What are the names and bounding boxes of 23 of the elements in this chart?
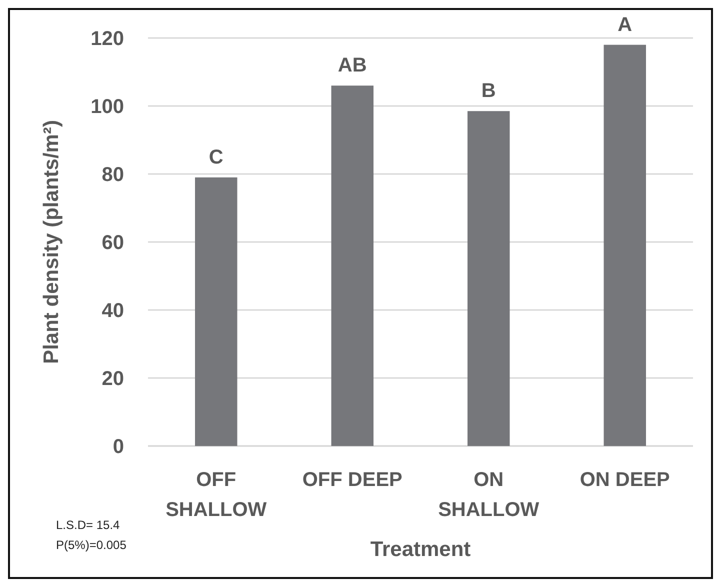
y-tick-label: 80 [102, 164, 124, 186]
y-tick-label: 0 [112, 436, 124, 458]
annotation: B [481, 80, 496, 102]
text: L.S.D= 15.4 [56, 518, 120, 532]
y-tick-label: 60 [102, 232, 124, 254]
x-tick-label: ON SHALLOW [438, 469, 540, 521]
y-tick-label: 100 [90, 96, 124, 118]
x-tick-label: OFF DEEP [302, 469, 402, 491]
y-axis-title: Plant density (plants/m²) [40, 120, 63, 364]
bar [195, 177, 238, 446]
annotation: C [208, 146, 224, 168]
bar [468, 111, 510, 446]
bar [604, 44, 646, 446]
text: P(5%)=0.005 [56, 538, 127, 552]
annotation: A [618, 14, 632, 36]
annotation: AB [338, 54, 367, 77]
x-tick-label: ON DEEP [580, 469, 670, 491]
y-tick-label: 20 [102, 368, 124, 390]
x-tick-label: OFF SHALLOW [166, 469, 267, 521]
bar [331, 86, 374, 446]
x-axis-title: Treatment [370, 538, 471, 561]
y-tick-label: 120 [90, 28, 124, 50]
y-tick-label: 40 [102, 300, 124, 322]
